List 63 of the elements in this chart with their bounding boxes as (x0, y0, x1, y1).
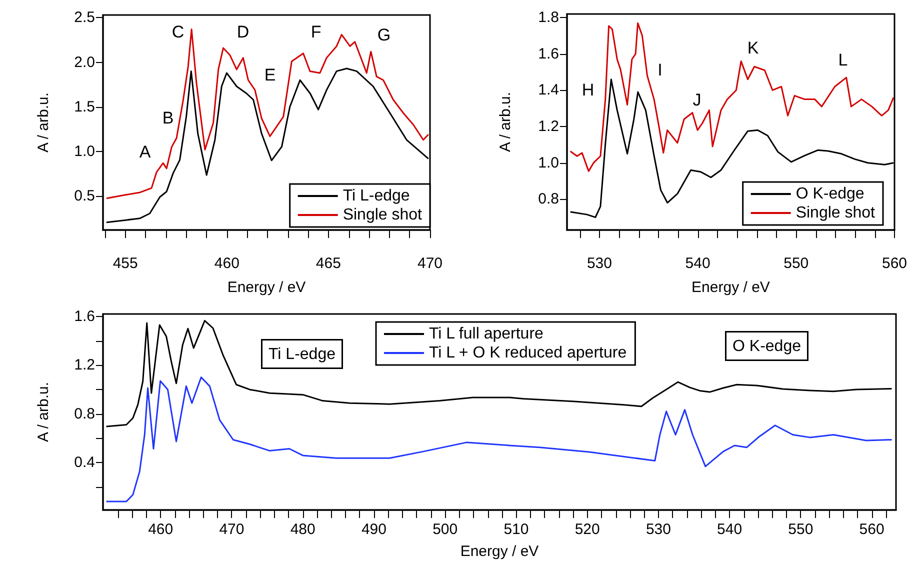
annotation: C (172, 22, 184, 42)
x-tick-label: 540 (685, 255, 710, 272)
y-tick-label: 0.8 (538, 190, 559, 208)
y-tick-label: 0.5 (74, 188, 95, 205)
y-tick-label: 0.8 (74, 405, 95, 422)
x-tick-label: 470 (219, 521, 244, 538)
x-tick-label: 550 (784, 255, 809, 272)
legend-label: Ti L full aperture (429, 326, 544, 342)
x-tick-label: 530 (646, 521, 671, 538)
y-tick-label: 1.8 (538, 9, 559, 26)
x-tick-label: 530 (586, 255, 612, 272)
annotation: A (139, 142, 152, 162)
legend-label: Ti L-edge (342, 188, 410, 204)
x-tick-label: 560 (882, 255, 907, 272)
annotation: F (310, 22, 322, 42)
annotation: E (264, 66, 276, 84)
y-tick-label: 1.4 (538, 82, 559, 99)
y-tick-label: 1.2 (74, 356, 95, 374)
y-axis-title: A / arb.u. (35, 92, 52, 153)
x-tick-label: 500 (432, 521, 458, 538)
annotation: Ti L-edge (268, 346, 336, 363)
annotation: K (747, 38, 760, 58)
x-tick-label: 460 (214, 255, 240, 272)
line-series (106, 320, 892, 428)
legend-label: O K-edge (796, 186, 864, 202)
annotation: H (582, 80, 594, 100)
y-tick-label: 2.0 (74, 54, 95, 71)
x-axis-title: Energy / eV (692, 279, 770, 296)
annotation: B (162, 108, 174, 128)
x-tick-label: 560 (859, 521, 884, 538)
x-tick-label: 455 (112, 255, 138, 272)
legend-label: Ti L + O K reduced aperture (429, 344, 627, 362)
x-tick-label: 550 (788, 521, 814, 538)
x-tick-label: 510 (504, 521, 529, 538)
y-tick-label: 1.6 (74, 308, 95, 325)
annotation: G (377, 26, 391, 44)
y-axis-title: A / arb.u. (497, 92, 514, 152)
x-tick-label: 465 (316, 255, 341, 272)
x-tick-label: 460 (148, 521, 174, 538)
y-tick-label: 0.4 (74, 454, 95, 472)
x-tick-label: 470 (417, 255, 443, 272)
x-tick-label: 520 (574, 521, 600, 538)
x-tick-label: 480 (290, 521, 316, 538)
annotation: J (692, 90, 702, 110)
legend-label: Single shot (342, 206, 423, 224)
annotation: I (658, 60, 662, 80)
y-tick-label: 1.5 (74, 98, 95, 116)
y-tick-label: 1.6 (538, 45, 559, 62)
y-tick-label: 1.0 (74, 142, 95, 160)
annotation: L (838, 50, 848, 70)
x-tick-label: 490 (361, 521, 386, 538)
x-axis-title: Energy / eV (227, 279, 306, 296)
y-tick-label: 2.5 (74, 9, 95, 26)
y-axis-title: A / arb.u. (35, 382, 52, 442)
y-tick-label: 1.0 (538, 154, 559, 172)
y-tick-label: 1.2 (538, 118, 559, 136)
legend-label: Single shot (796, 204, 876, 222)
annotation: D (236, 22, 250, 42)
annotation: O K-edge (732, 338, 802, 355)
line-series (570, 22, 894, 172)
x-axis-title: Energy / eV (460, 543, 539, 560)
line-series (106, 376, 892, 502)
x-tick-label: 540 (717, 521, 742, 538)
